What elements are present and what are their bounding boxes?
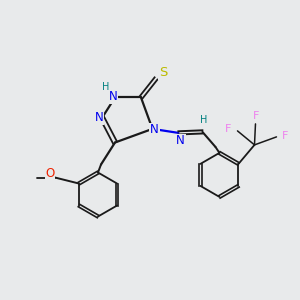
Text: N: N [176, 134, 185, 147]
Text: H: H [200, 115, 207, 125]
Text: O: O [45, 167, 55, 180]
Text: S: S [159, 66, 167, 79]
Text: H: H [102, 82, 110, 92]
Text: F: F [253, 111, 260, 121]
Text: F: F [282, 131, 289, 141]
Text: N: N [109, 90, 117, 103]
Text: N: N [95, 111, 103, 124]
Text: N: N [150, 123, 159, 136]
Text: F: F [225, 124, 232, 134]
